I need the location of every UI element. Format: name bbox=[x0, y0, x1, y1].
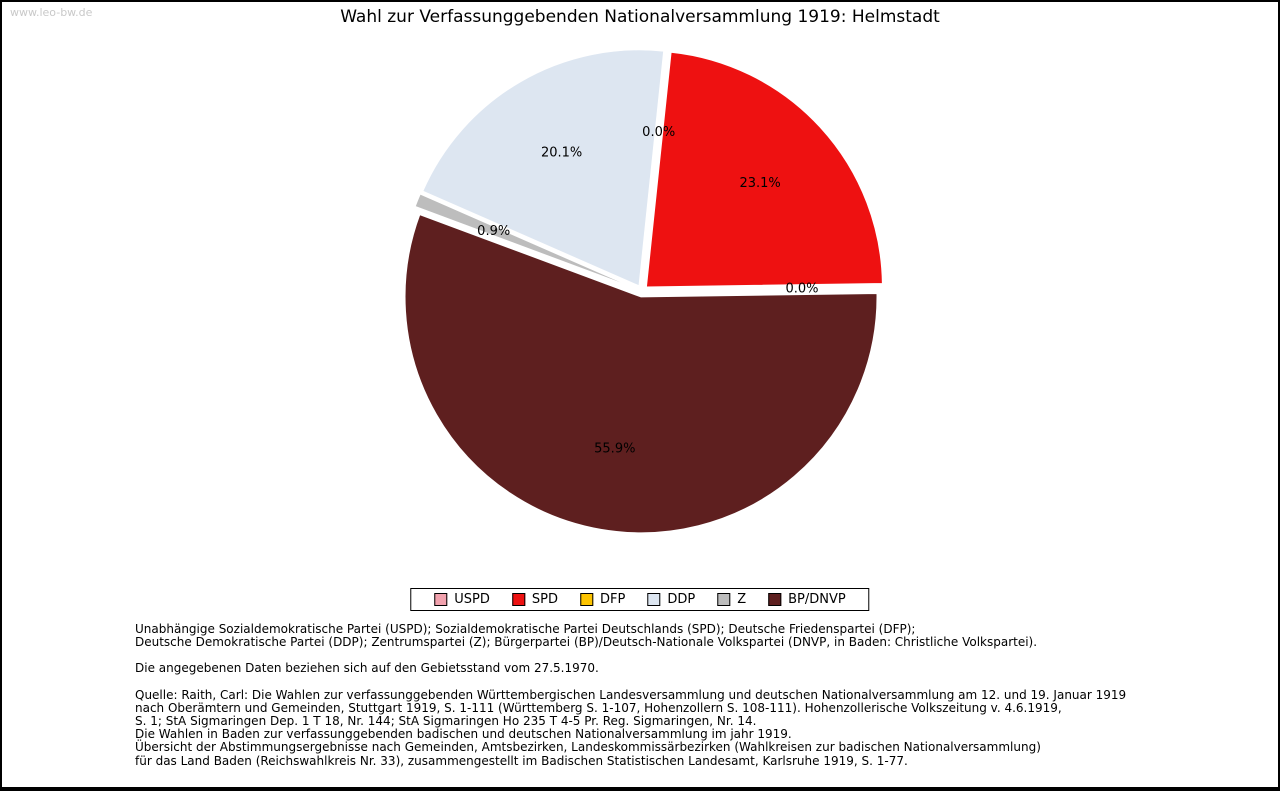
pie-slice-spd bbox=[645, 51, 883, 288]
pie-label-dfp: 0.0% bbox=[785, 282, 818, 297]
pie-slice-ddp bbox=[422, 49, 665, 287]
legend-swatch-spd bbox=[511, 593, 525, 606]
legend-swatch-ddp bbox=[647, 593, 661, 606]
legend-item-dfp: DFP bbox=[580, 592, 625, 607]
legend-label-ddp: DDP bbox=[667, 592, 696, 607]
territorial-status-note: Die angegebenen Daten beziehen sich auf … bbox=[135, 661, 599, 676]
legend-item-uspd: USPD bbox=[434, 592, 490, 607]
pie-label-bp-dnvp: 55.9% bbox=[594, 442, 635, 457]
legend-label-uspd: USPD bbox=[454, 592, 490, 607]
pie-slice-bp-dnvp bbox=[404, 213, 878, 534]
watermark: www.leo-bw.de bbox=[10, 6, 93, 19]
legend-item-ddp: DDP bbox=[647, 592, 695, 607]
notes: Unabhängige Sozialdemokratische Partei (… bbox=[135, 622, 1248, 781]
legend-swatch-dfp bbox=[580, 593, 594, 606]
pie-chart: 0.0% 23.1% 0.0% 55.9% 0.9% 20.1% bbox=[404, 49, 883, 534]
legend-label-dfp: DFP bbox=[600, 592, 626, 607]
source-note: Quelle: Raith, Carl: Die Wahlen zur verf… bbox=[135, 687, 1127, 768]
pie-label-ddp: 20.1% bbox=[541, 146, 582, 161]
legend-swatch-z bbox=[717, 593, 731, 606]
legend-item-z: Z bbox=[717, 592, 746, 607]
legend-label-spd: SPD bbox=[531, 592, 559, 607]
pie-label-z: 0.9% bbox=[477, 224, 510, 239]
legend-label-z: Z bbox=[737, 592, 747, 607]
chart-title: Wahl zur Verfassunggebenden Nationalvers… bbox=[340, 7, 940, 27]
legend-item-spd: SPD bbox=[511, 592, 559, 607]
legend-swatch-bp-dnvp bbox=[768, 593, 782, 606]
legend: USPD SPD DFP DDP Z BP/DNVP bbox=[410, 588, 870, 611]
legend-swatch-uspd bbox=[434, 593, 448, 606]
pie-label-uspd: 0.0% bbox=[642, 125, 675, 140]
pie-slice-z bbox=[414, 193, 637, 290]
legend-item-bp-dnvp: BP/DNVP bbox=[768, 592, 846, 607]
party-abbreviations-note: Unabhängige Sozialdemokratische Partei (… bbox=[135, 622, 1038, 650]
legend-label-bp-dnvp: BP/DNVP bbox=[788, 592, 846, 607]
pie-label-spd: 23.1% bbox=[739, 176, 780, 191]
